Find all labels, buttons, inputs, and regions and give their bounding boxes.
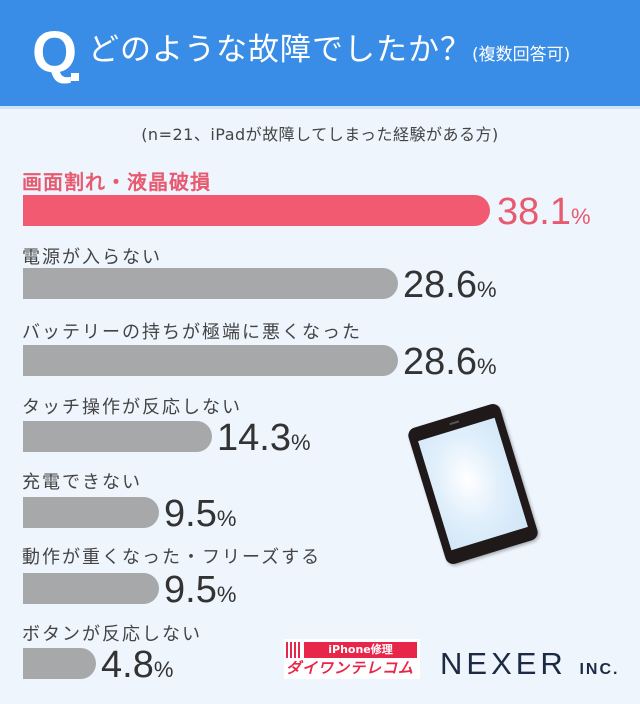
nexer-suffix: INC. bbox=[579, 661, 620, 678]
bar-battery bbox=[23, 345, 398, 376]
value-label: 9.5% bbox=[164, 569, 237, 611]
item-label: 電源が入らない bbox=[22, 247, 162, 268]
tablet-illustration bbox=[406, 402, 540, 566]
item-label: ボタンが反応しない bbox=[22, 624, 202, 645]
q-mark: Q bbox=[32, 20, 78, 85]
sample-note: (n=21、iPadが故障してしまった経験がある方) bbox=[141, 125, 499, 144]
logo-top-text: iPhone修理 bbox=[304, 642, 417, 658]
bar-slow-freeze bbox=[23, 573, 159, 604]
value-label: 4.8% bbox=[101, 644, 174, 686]
question-title: どのような故障でしたか？(複数回答可) bbox=[88, 30, 570, 75]
header-banner: Q どのような故障でしたか？(複数回答可) bbox=[0, 0, 640, 106]
value-label: 28.6% bbox=[403, 341, 497, 383]
nexer-wordmark: NEXER bbox=[440, 646, 567, 681]
daiwan-telecom-logo: iPhone修理 ダイワンテレコム bbox=[284, 639, 420, 679]
value-label: 14.3% bbox=[217, 417, 311, 459]
nexer-logo: NEXER INC. bbox=[440, 646, 619, 682]
bar-touch bbox=[23, 421, 212, 452]
logo-bottom-text: ダイワンテレコム bbox=[286, 659, 415, 677]
tablet-screen bbox=[418, 417, 528, 551]
value-label: 9.5% bbox=[164, 493, 237, 535]
item-label: 動作が重くなった・フリーズする bbox=[22, 547, 322, 568]
tablet-camera-icon bbox=[449, 420, 460, 426]
bar-buttons bbox=[23, 648, 96, 679]
item-label: 画面割れ・液晶破損 bbox=[22, 170, 211, 194]
item-label: タッチ操作が反応しない bbox=[22, 397, 242, 418]
bar-screen-damage bbox=[23, 195, 490, 226]
bar-charging bbox=[23, 497, 159, 528]
bar-no-power bbox=[23, 268, 398, 299]
logo-stripes-icon bbox=[286, 642, 301, 658]
item-label: 充電できない bbox=[22, 472, 142, 493]
value-label: 28.6% bbox=[403, 264, 497, 306]
question-note: (複数回答可) bbox=[472, 45, 571, 65]
q-dot bbox=[71, 73, 79, 81]
header-divider bbox=[0, 106, 640, 109]
question-text: どのような故障でしたか？ bbox=[88, 32, 472, 68]
item-label: バッテリーの持ちが極端に悪くなった bbox=[22, 322, 362, 343]
value-label: 38.1% bbox=[497, 191, 591, 233]
